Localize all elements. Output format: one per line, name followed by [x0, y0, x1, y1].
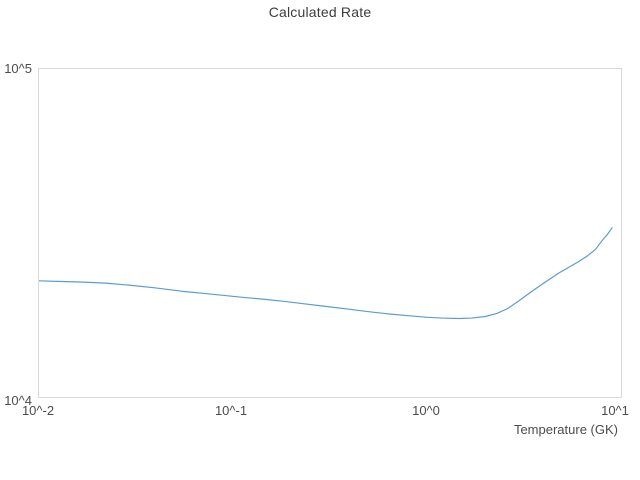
x-axis-title: Temperature (GK)	[513, 422, 618, 437]
x-axis-tick-label-1e-2: 10^-2	[21, 403, 55, 418]
x-axis-tick-label-1e0: 10^0	[412, 403, 440, 418]
plot-area	[38, 68, 622, 398]
chart-title: Calculated Rate	[268, 4, 372, 20]
x-axis-tick-label-1e1: 10^1	[601, 403, 629, 418]
y-axis-tick-label-1e4: 10^4	[4, 393, 32, 408]
y-axis-tick-label-1e5: 10^5	[4, 61, 32, 76]
rate-line	[39, 227, 613, 320]
rate-chart-svg	[39, 227, 613, 320]
x-axis-tick-label-1e-1: 10^-1	[214, 403, 248, 418]
